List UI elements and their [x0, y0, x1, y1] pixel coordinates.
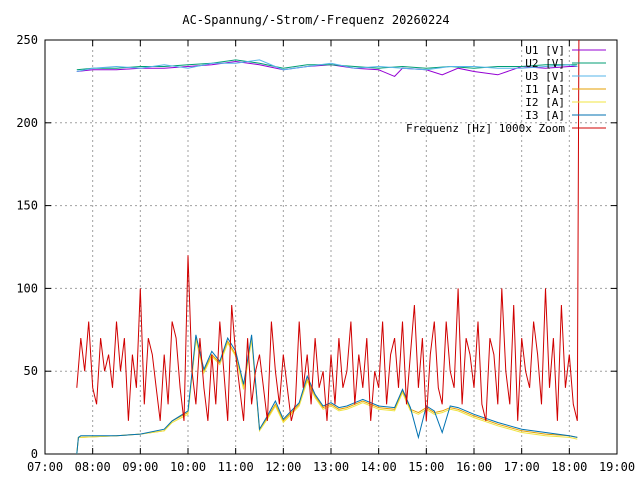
x-tick-label: 08:00 — [75, 460, 111, 474]
series-line-4 — [76, 339, 578, 455]
legend-label-3: I1 [A] — [525, 83, 565, 96]
y-axis: 0 50 100 150 200 250 — [16, 33, 617, 461]
legend: U1 [V]U2 [V]U3 [V]I1 [A]I2 [A]I3 [A]Freq… — [406, 44, 606, 135]
y-tick-label: 0 — [31, 447, 38, 461]
series-line-2 — [76, 59, 578, 72]
x-axis: 07:00 08:00 09:00 10:00 11:00 12:00 13:00 14:00… — [27, 40, 635, 474]
x-tick-label: 19:00 — [599, 460, 635, 474]
chart-title: AC-Spannung/-Strom/-Frequenz 20260224 — [182, 13, 449, 27]
legend-label-0: U1 [V] — [525, 44, 565, 57]
legend-label-2: U3 [V] — [525, 70, 565, 83]
y-tick-label: 50 — [24, 364, 38, 378]
y-tick-label: 150 — [16, 199, 38, 213]
x-tick-label: 09:00 — [122, 460, 158, 474]
x-tick-label: 16:00 — [456, 460, 492, 474]
legend-label-5: I3 [A] — [525, 109, 565, 122]
x-tick-label: 13:00 — [313, 460, 349, 474]
x-tick-label: 11:00 — [218, 460, 254, 474]
y-tick-label: 200 — [16, 116, 38, 130]
series-line-3 — [76, 337, 578, 455]
x-tick-label: 18:00 — [551, 460, 587, 474]
x-tick-label: 12:00 — [265, 460, 301, 474]
series-group — [76, 39, 580, 455]
y-tick-label: 250 — [16, 33, 38, 47]
x-tick-label: 07:00 — [27, 460, 63, 474]
series-line-1 — [76, 59, 578, 71]
y-tick-label: 100 — [16, 281, 38, 295]
x-tick-label: 10:00 — [170, 460, 206, 474]
legend-label-1: U2 [V] — [525, 57, 565, 70]
x-tick-label: 15:00 — [408, 460, 444, 474]
series-line-6 — [76, 39, 580, 422]
x-tick-label: 14:00 — [361, 460, 397, 474]
legend-label-4: I2 [A] — [525, 96, 565, 109]
legend-label-6: Frequenz [Hz] 1000x Zoom — [406, 122, 565, 135]
x-tick-label: 17:00 — [504, 460, 540, 474]
